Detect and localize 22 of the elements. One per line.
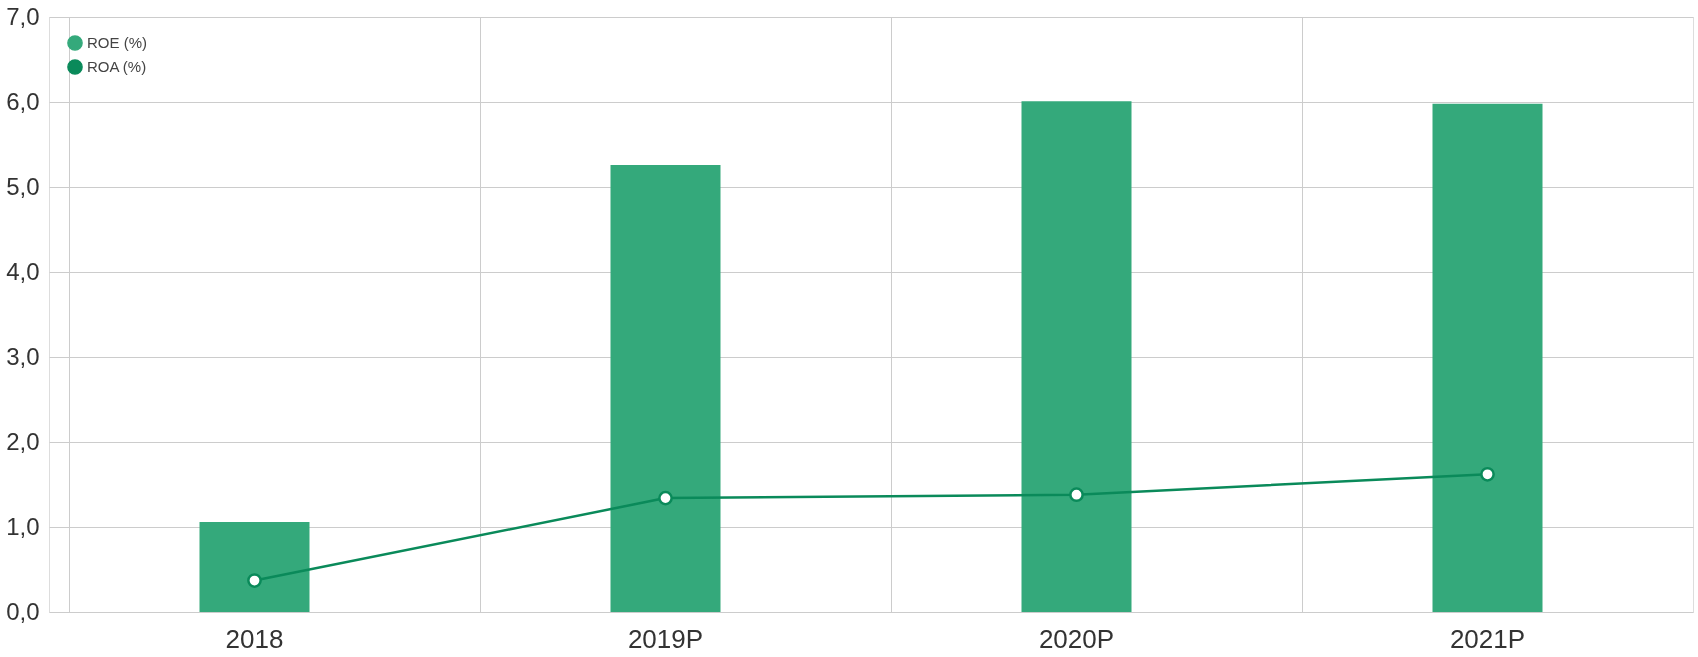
legend-label: ROA (%) xyxy=(87,58,147,75)
y-tick-label: 3,0 xyxy=(6,342,40,370)
bar xyxy=(1021,101,1132,612)
point xyxy=(1480,466,1495,482)
x-tick-label: 2020P xyxy=(1038,623,1115,654)
legend-label: ROE (%) xyxy=(87,34,147,51)
y-tick-label: 5,0 xyxy=(6,172,40,200)
x-tick-label: 2019P xyxy=(627,623,704,654)
bar xyxy=(1432,103,1543,612)
x-tick-label: 2021P xyxy=(1449,623,1526,654)
bar xyxy=(610,164,721,612)
y-tick-label: 0,0 xyxy=(6,597,40,625)
point xyxy=(658,490,673,506)
y-tick-label: 7,0 xyxy=(6,2,40,30)
y-tick-label: 6,0 xyxy=(6,87,40,115)
y-tick-label: 4,0 xyxy=(6,257,40,285)
y-tick-label: 1,0 xyxy=(6,512,40,540)
point xyxy=(1069,487,1084,503)
y-tick-label: 2,0 xyxy=(6,427,40,455)
x-tick-label: 2018 xyxy=(225,623,284,654)
point xyxy=(247,573,262,588)
bar xyxy=(199,521,310,612)
